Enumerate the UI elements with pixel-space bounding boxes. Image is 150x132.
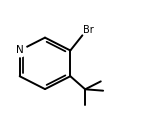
- Text: Br: Br: [83, 25, 94, 35]
- Text: N: N: [16, 46, 24, 55]
